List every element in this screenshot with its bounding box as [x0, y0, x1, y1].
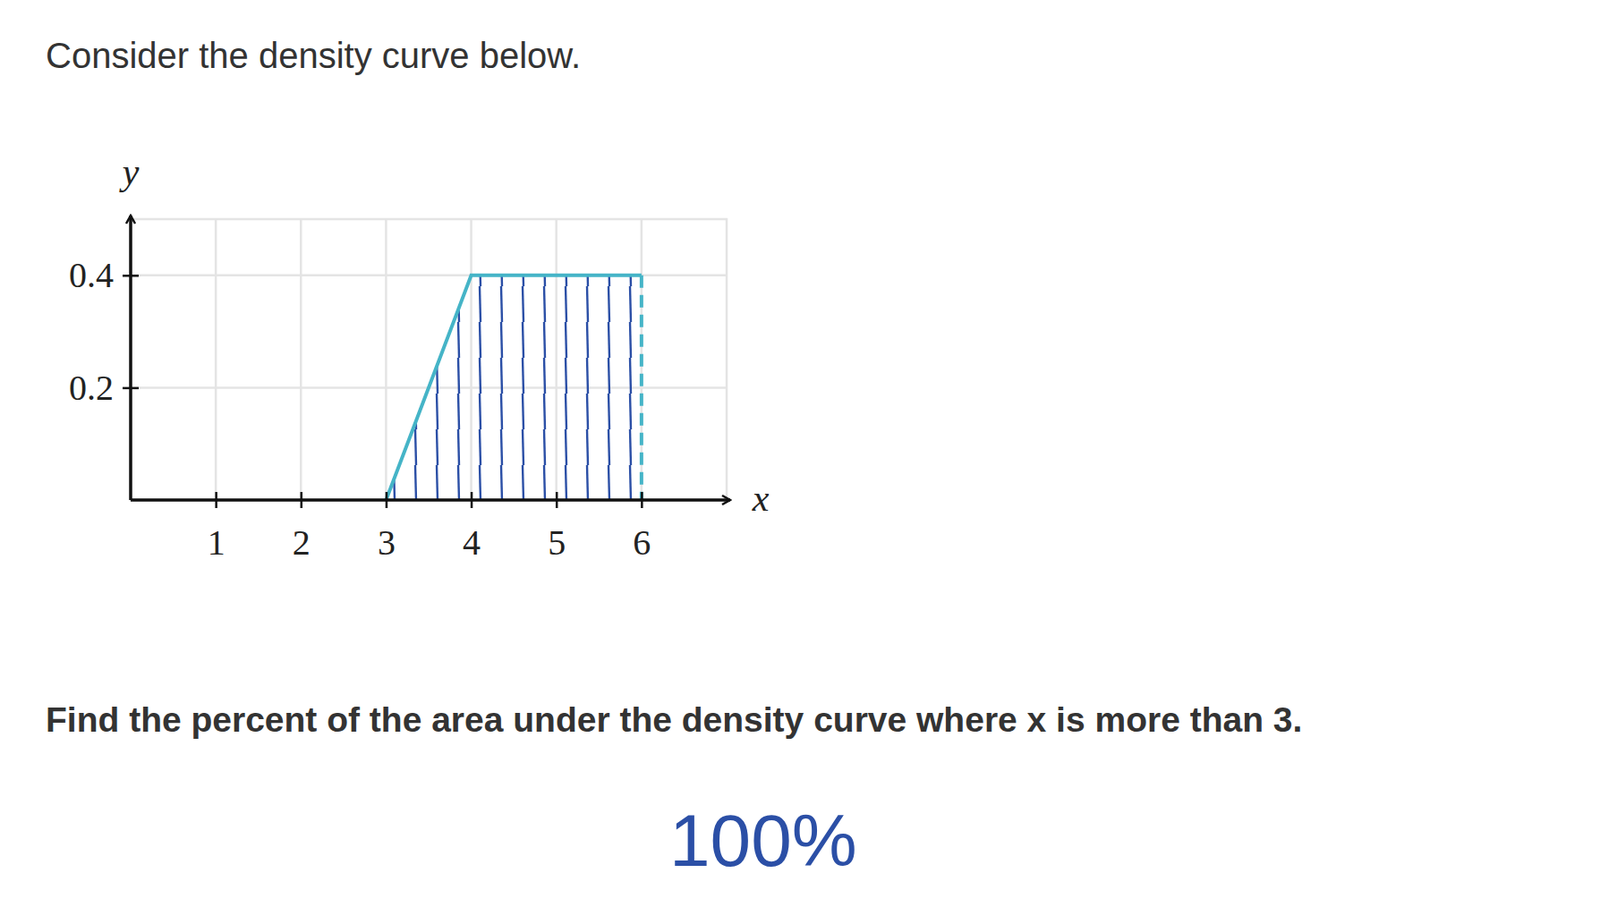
plot-frame — [130, 219, 727, 501]
tick-mark — [470, 492, 474, 509]
chart: 1 2 3 4 5 6 0.2 0.4 y x Consider the density curve… — [0, 0, 1600, 907]
tick: 0.2 — [68, 367, 139, 409]
tick-mark — [640, 492, 644, 509]
question: Find the percent of the area under the d… — [45, 700, 1303, 740]
tick-label: 6 — [632, 522, 651, 563]
axis-title: x — [751, 477, 770, 520]
tick-label: 0.4 — [68, 255, 114, 296]
axis-title: y — [119, 151, 140, 193]
annotation: 100% — [669, 800, 858, 882]
tick-mark — [122, 387, 139, 391]
grid-line — [384, 219, 388, 501]
tick-mark — [555, 492, 559, 509]
tick: 1 — [207, 492, 226, 563]
shaded-area — [385, 275, 641, 501]
density-curve — [385, 275, 641, 501]
tick: 3 — [377, 492, 396, 563]
tick: 4 — [462, 492, 481, 563]
tick-label: 5 — [547, 522, 566, 563]
curve-end — [639, 275, 644, 501]
tick-label: 0.2 — [68, 367, 114, 409]
y-axis: 0.2 0.4 — [68, 215, 139, 501]
tick-mark — [300, 492, 304, 509]
grid — [130, 219, 727, 501]
tick-label: 2 — [292, 522, 311, 563]
x-axis: 1 2 3 4 5 6 — [130, 492, 731, 563]
axis-line — [130, 498, 731, 503]
grid-line — [299, 219, 303, 501]
grid-line — [214, 219, 218, 501]
tick-label: 4 — [462, 522, 481, 563]
title: Consider the density curve below. — [45, 35, 581, 76]
tick-label: 1 — [207, 522, 226, 563]
tick-mark — [122, 274, 139, 278]
tick: 6 — [632, 492, 651, 563]
axis-line — [128, 215, 133, 501]
tick-mark — [385, 492, 389, 509]
plot-area — [385, 275, 641, 501]
tick-label: 3 — [377, 522, 396, 563]
grid-line — [640, 219, 644, 501]
tick: 2 — [292, 492, 311, 563]
tick: 5 — [547, 492, 566, 563]
tick: 0.4 — [68, 255, 139, 296]
tick-mark — [214, 492, 218, 509]
